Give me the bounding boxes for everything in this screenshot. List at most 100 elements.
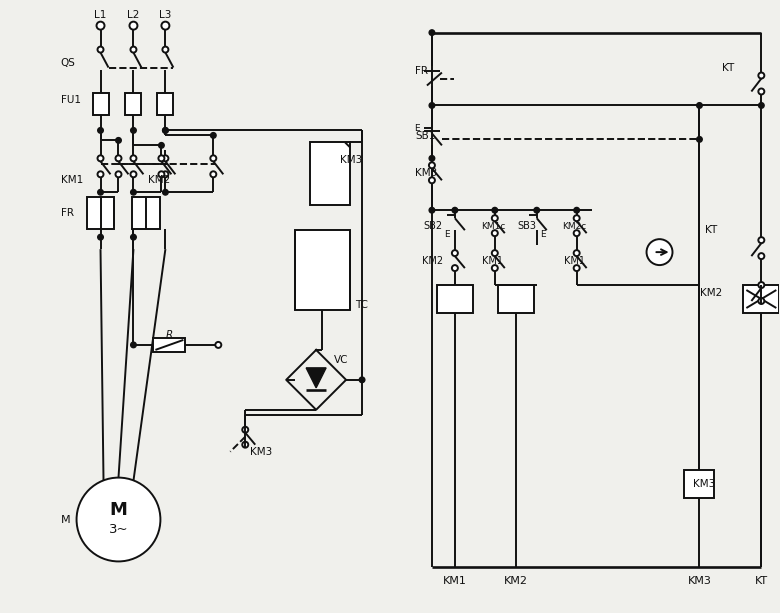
Circle shape — [131, 342, 136, 348]
Text: KM1: KM1 — [443, 576, 466, 587]
Circle shape — [758, 88, 764, 94]
Circle shape — [158, 143, 165, 148]
Circle shape — [162, 128, 168, 133]
Circle shape — [574, 207, 580, 213]
Circle shape — [697, 137, 702, 142]
Circle shape — [573, 230, 580, 236]
Circle shape — [158, 155, 165, 161]
Circle shape — [429, 177, 435, 183]
Text: L1: L1 — [94, 10, 107, 20]
Text: 3~: 3~ — [108, 523, 128, 536]
Bar — [93, 94, 108, 115]
Circle shape — [76, 478, 161, 562]
Circle shape — [429, 156, 434, 161]
Text: KM2c: KM2c — [562, 222, 587, 230]
Circle shape — [115, 155, 122, 161]
Circle shape — [758, 237, 764, 243]
Circle shape — [492, 207, 498, 213]
Circle shape — [758, 282, 764, 288]
Circle shape — [492, 265, 498, 271]
Circle shape — [697, 102, 702, 109]
Circle shape — [162, 155, 168, 161]
Circle shape — [429, 162, 435, 169]
Circle shape — [162, 128, 168, 133]
Text: KM3: KM3 — [687, 576, 711, 587]
Text: KM2: KM2 — [422, 256, 444, 266]
Text: KM3: KM3 — [340, 155, 363, 166]
Text: KM1: KM1 — [482, 256, 503, 266]
Circle shape — [452, 250, 458, 256]
Circle shape — [360, 377, 365, 383]
Text: KM1: KM1 — [61, 175, 83, 185]
Text: QS: QS — [61, 58, 76, 67]
Bar — [743, 285, 779, 313]
Text: FR: FR — [415, 66, 428, 75]
Circle shape — [573, 215, 580, 221]
Circle shape — [158, 171, 165, 177]
Circle shape — [534, 207, 540, 213]
Circle shape — [115, 137, 121, 143]
Circle shape — [130, 155, 136, 161]
Text: E: E — [414, 124, 420, 133]
Circle shape — [98, 47, 104, 53]
Circle shape — [452, 265, 458, 271]
Text: SB3: SB3 — [517, 221, 537, 231]
Circle shape — [492, 230, 498, 236]
Circle shape — [131, 189, 136, 195]
Text: KM3: KM3 — [693, 479, 715, 489]
Bar — [295, 230, 350, 310]
Circle shape — [215, 342, 222, 348]
Circle shape — [130, 171, 136, 177]
Circle shape — [211, 171, 216, 177]
Text: KM1: KM1 — [564, 256, 585, 266]
Circle shape — [97, 21, 105, 29]
Text: TC: TC — [355, 300, 368, 310]
Bar — [498, 285, 534, 313]
Circle shape — [98, 189, 103, 195]
Text: KM2: KM2 — [148, 175, 171, 185]
Text: L2: L2 — [127, 10, 140, 20]
Circle shape — [758, 102, 764, 109]
Circle shape — [98, 128, 103, 133]
Text: FU1: FU1 — [61, 96, 80, 105]
Circle shape — [131, 128, 136, 133]
Circle shape — [131, 234, 136, 240]
Bar — [126, 94, 141, 115]
Circle shape — [429, 102, 434, 109]
Text: L3: L3 — [159, 10, 172, 20]
Text: M: M — [109, 501, 127, 519]
Circle shape — [161, 21, 169, 29]
Bar — [310, 142, 350, 205]
Bar — [685, 470, 714, 498]
Text: SB2: SB2 — [424, 221, 442, 231]
Circle shape — [115, 171, 122, 177]
Circle shape — [429, 30, 434, 36]
Circle shape — [129, 21, 137, 29]
Text: KT: KT — [705, 225, 718, 235]
Circle shape — [758, 72, 764, 78]
Bar — [154, 338, 186, 352]
Circle shape — [98, 155, 104, 161]
Text: R: R — [166, 330, 173, 340]
Circle shape — [243, 427, 248, 433]
Text: M: M — [61, 514, 70, 525]
Circle shape — [98, 171, 104, 177]
Circle shape — [98, 234, 103, 240]
Text: KM3: KM3 — [415, 169, 438, 178]
Circle shape — [758, 253, 764, 259]
Text: FR: FR — [61, 208, 73, 218]
Text: KM1c: KM1c — [480, 222, 505, 230]
Text: E: E — [444, 230, 450, 238]
Circle shape — [647, 239, 672, 265]
Text: KM2: KM2 — [700, 288, 722, 298]
Circle shape — [758, 298, 764, 304]
Circle shape — [573, 265, 580, 271]
Text: SB1: SB1 — [415, 131, 435, 142]
Text: VC: VC — [334, 355, 349, 365]
Circle shape — [492, 250, 498, 256]
Polygon shape — [306, 368, 326, 388]
Circle shape — [452, 207, 458, 213]
Text: E: E — [540, 230, 545, 238]
Text: KM3: KM3 — [250, 447, 272, 457]
Circle shape — [573, 250, 580, 256]
